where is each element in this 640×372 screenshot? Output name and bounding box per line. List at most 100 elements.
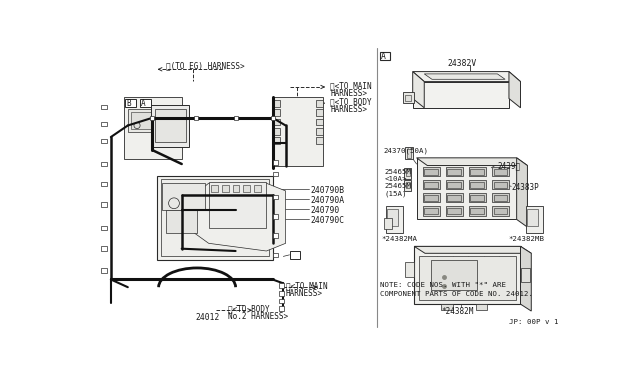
Bar: [101, 268, 107, 273]
Bar: [406, 148, 411, 158]
Polygon shape: [424, 74, 505, 79]
Text: HARNESS>: HARNESS>: [285, 289, 323, 298]
Bar: [424, 182, 438, 188]
Text: ⓒ<TO BODY: ⓒ<TO BODY: [330, 98, 372, 107]
Bar: [274, 119, 280, 125]
Bar: [403, 92, 414, 103]
Bar: [279, 283, 284, 288]
Bar: [526, 206, 543, 233]
Polygon shape: [413, 71, 424, 108]
Bar: [492, 206, 509, 216]
Bar: [131, 112, 152, 129]
Bar: [404, 180, 411, 191]
Text: 240790B: 240790B: [310, 186, 344, 195]
Bar: [101, 105, 107, 109]
Text: ⓓ<TO MAIN: ⓓ<TO MAIN: [285, 281, 327, 290]
Bar: [424, 195, 438, 201]
Bar: [101, 162, 107, 166]
Polygon shape: [413, 71, 520, 81]
Bar: [493, 208, 508, 214]
Bar: [476, 304, 488, 310]
Text: 24370(50A): 24370(50A): [383, 147, 428, 154]
Bar: [274, 100, 280, 107]
Bar: [316, 137, 323, 144]
Text: *24382MA: *24382MA: [382, 235, 418, 241]
Bar: [404, 168, 411, 179]
Bar: [493, 182, 508, 188]
Bar: [161, 179, 269, 256]
Bar: [232, 185, 239, 192]
Bar: [447, 208, 461, 214]
Bar: [414, 246, 520, 304]
Bar: [470, 182, 484, 188]
Bar: [124, 97, 182, 158]
Bar: [376, 45, 575, 331]
Text: JP: 00P v 1: JP: 00P v 1: [509, 319, 559, 325]
Text: C: C: [291, 252, 295, 261]
Bar: [419, 256, 516, 299]
Bar: [316, 100, 323, 107]
Text: <10A>: <10A>: [384, 176, 406, 182]
Bar: [151, 105, 189, 147]
Bar: [273, 97, 323, 166]
Polygon shape: [516, 158, 527, 227]
Bar: [273, 253, 278, 257]
Bar: [279, 299, 284, 303]
Text: *24382MB: *24382MB: [508, 235, 544, 241]
Bar: [101, 246, 107, 251]
Polygon shape: [520, 246, 531, 311]
Bar: [441, 304, 452, 310]
Bar: [101, 139, 107, 143]
Bar: [166, 210, 197, 233]
Bar: [520, 268, 530, 282]
Bar: [386, 206, 403, 233]
Bar: [273, 160, 278, 165]
Bar: [527, 209, 538, 225]
Bar: [405, 262, 414, 277]
Bar: [316, 128, 323, 135]
Bar: [274, 109, 280, 116]
Text: 240790: 240790: [310, 206, 340, 215]
Bar: [273, 195, 278, 199]
Bar: [125, 99, 136, 107]
Bar: [469, 167, 486, 176]
Bar: [209, 182, 266, 228]
Bar: [380, 52, 390, 60]
Text: 25465M: 25465M: [384, 169, 412, 174]
Polygon shape: [414, 246, 531, 253]
Text: COMPONENT PARTS OF CODE NO. 24012.: COMPONENT PARTS OF CODE NO. 24012.: [380, 291, 533, 297]
Bar: [243, 185, 250, 192]
Bar: [101, 202, 107, 207]
Bar: [492, 193, 509, 202]
Bar: [316, 109, 323, 116]
Bar: [446, 206, 463, 216]
Polygon shape: [509, 71, 520, 108]
Text: 24012: 24012: [196, 313, 220, 323]
Text: *24382M: *24382M: [441, 307, 474, 316]
Bar: [211, 185, 218, 192]
Bar: [447, 169, 461, 175]
Bar: [413, 81, 509, 108]
Bar: [424, 169, 438, 175]
Text: 240790A: 240790A: [310, 196, 344, 205]
Bar: [469, 180, 486, 189]
Bar: [470, 169, 484, 175]
Text: 24382V: 24382V: [447, 58, 477, 67]
Bar: [406, 169, 410, 176]
Bar: [155, 109, 186, 142]
Text: (15A): (15A): [384, 190, 406, 197]
Polygon shape: [189, 183, 285, 251]
Text: ⓔ<TO BODY: ⓔ<TO BODY: [228, 304, 269, 313]
Bar: [405, 95, 411, 101]
Text: ⓑ<TO MAIN: ⓑ<TO MAIN: [330, 81, 372, 91]
Bar: [469, 193, 486, 202]
Bar: [431, 260, 477, 289]
Text: A: A: [380, 52, 385, 61]
Text: 2439ℓ: 2439ℓ: [497, 161, 520, 170]
Text: HARNESS>: HARNESS>: [330, 89, 367, 98]
Bar: [406, 182, 410, 188]
FancyBboxPatch shape: [80, 45, 378, 333]
Text: NOTE: CODE NOS. WITH "*" ARE: NOTE: CODE NOS. WITH "*" ARE: [380, 282, 506, 288]
Bar: [417, 158, 516, 219]
Bar: [384, 218, 392, 229]
